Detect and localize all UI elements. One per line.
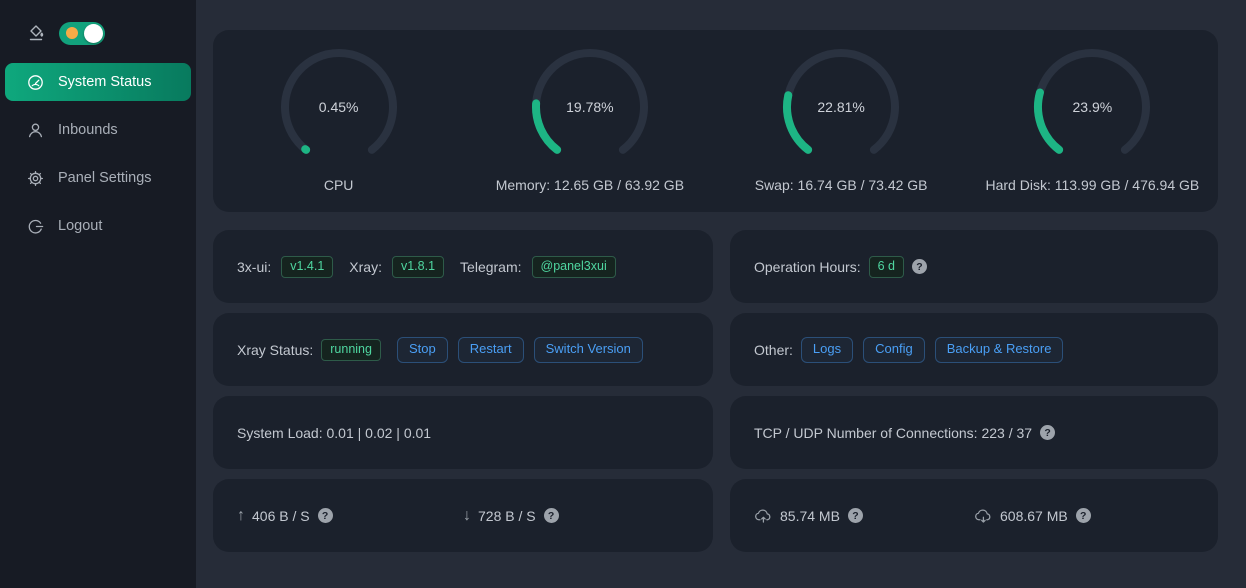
operation-hours-label: Operation Hours: (754, 258, 861, 275)
sidebar-item-logout[interactable]: Logout (5, 207, 191, 245)
switch-version-button[interactable]: Switch Version (533, 336, 643, 363)
versions-card: 3x-ui: v1.4.1 Xray: v1.8.1 Telegram: @pa… (213, 230, 713, 303)
operation-hours-tag: 6 d (868, 255, 904, 278)
theme-row (0, 0, 196, 48)
ui-version-label: 3x-ui: (237, 258, 272, 275)
swap-gauge: 22.81% Swap: 16.74 GB / 73.42 GB (716, 46, 967, 193)
restart-button[interactable]: Restart (457, 336, 524, 363)
system-gauges-card: 0.45% CPU 19.78% Memory: 12.65 GB / 63.9… (213, 30, 1218, 212)
sun-icon (66, 27, 78, 39)
xray-version-label: Xray: (349, 258, 382, 275)
sidebar-item-label: System Status (58, 74, 152, 90)
cloud-upload-icon (754, 508, 773, 524)
stop-button[interactable]: Stop (396, 336, 448, 363)
cpu-gauge-percent: 0.45% (318, 99, 359, 115)
connections-text: TCP / UDP Number of Connections: 223 / 3… (754, 424, 1033, 441)
dark-mode-toggle[interactable] (59, 21, 105, 45)
operation-hours-card: Operation Hours: 6 d ? (730, 230, 1218, 303)
memory-gauge-arc (531, 49, 648, 154)
arrow-down-icon: ↓ (463, 506, 471, 524)
gear-icon (27, 170, 44, 187)
download-speed-value: 728 B / S (478, 507, 536, 524)
question-circle-icon[interactable]: ? (912, 259, 927, 274)
swap-gauge-percent: 22.81% (817, 99, 865, 115)
total-download: 608.67 MB ? (974, 508, 1194, 524)
other-actions-card: Other: Logs Config Backup & Restore (730, 313, 1218, 386)
cpu-gauge-label: CPU (323, 177, 354, 193)
user-icon (27, 122, 44, 139)
sidebar-item-label: Inbounds (58, 122, 118, 138)
total-upload-value: 85.74 MB (780, 507, 840, 524)
memory-gauge-percent: 19.78% (566, 99, 614, 115)
question-circle-icon[interactable]: ? (543, 508, 559, 523)
sidebar-item-system-status[interactable]: System Status (5, 63, 191, 101)
cpu-gauge: 0.45% CPU (213, 46, 464, 193)
net-total-card: 85.74 MB ? 608.67 MB ? (730, 479, 1218, 552)
sidebar-menu: System Status Inbounds (0, 63, 196, 245)
xray-status-tag: running (321, 338, 381, 361)
toggle-knob (84, 23, 103, 43)
main-content: 0.45% CPU 19.78% Memory: 12.65 GB / 63.9… (196, 0, 1246, 588)
xray-status-card: Xray Status: running Stop Restart Switch… (213, 313, 713, 386)
cpu-gauge-arc (280, 49, 397, 154)
cloud-download-icon (974, 508, 993, 524)
system-load-card: System Load: 0.01 | 0.02 | 0.01 (213, 396, 713, 469)
sidebar-item-label: Panel Settings (58, 170, 152, 186)
net-speed-card: ↑ 406 B / S ? ↓ 728 B / S ? (213, 479, 713, 552)
swap-gauge-label: Swap: 16.74 GB / 73.42 GB (754, 177, 928, 193)
sidebar-item-label: Logout (58, 218, 103, 234)
disk-gauge-label: Hard Disk: 113.99 GB / 476.94 GB (985, 177, 1200, 193)
sidebar-item-panel-settings[interactable]: Panel Settings (5, 159, 191, 197)
upload-speed-value: 406 B / S (252, 507, 310, 524)
upload-speed: ↑ 406 B / S ? (237, 507, 463, 525)
question-circle-icon[interactable]: ? (847, 508, 863, 523)
arrow-up-icon: ↑ (237, 506, 245, 524)
sidebar-item-inbounds[interactable]: Inbounds (5, 111, 191, 149)
question-circle-icon[interactable]: ? (317, 508, 333, 523)
config-button[interactable]: Config (863, 336, 925, 363)
system-load-text: System Load: 0.01 | 0.02 | 0.01 (237, 424, 432, 441)
download-speed: ↓ 728 B / S ? (463, 507, 689, 525)
telegram-label: Telegram: (460, 258, 522, 275)
dashboard-icon (27, 74, 44, 91)
disk-gauge: 23.9% Hard Disk: 113.99 GB / 476.94 GB (967, 46, 1218, 193)
disk-gauge-arc (1034, 49, 1151, 154)
theme-ink-icon (28, 24, 46, 42)
backup-restore-button[interactable]: Backup & Restore (934, 336, 1064, 363)
xray-version-tag: v1.8.1 (391, 255, 445, 278)
total-download-value: 608.67 MB (1000, 507, 1068, 524)
memory-gauge: 19.78% Memory: 12.65 GB / 63.92 GB (464, 46, 715, 193)
other-label: Other: (754, 341, 793, 358)
logout-icon (27, 218, 44, 235)
telegram-tag[interactable]: @panel3xui (531, 255, 616, 278)
connections-card: TCP / UDP Number of Connections: 223 / 3… (730, 396, 1218, 469)
question-circle-icon[interactable]: ? (1075, 508, 1091, 523)
info-grid: 3x-ui: v1.4.1 Xray: v1.8.1 Telegram: @pa… (213, 230, 1218, 552)
disk-gauge-percent: 23.9% (1072, 99, 1113, 115)
total-upload: 85.74 MB ? (754, 508, 974, 524)
sidebar: System Status Inbounds (0, 0, 196, 588)
swap-gauge-arc (783, 49, 900, 154)
logs-button[interactable]: Logs (800, 336, 854, 363)
xray-status-label: Xray Status: (237, 341, 314, 358)
ui-version-tag: v1.4.1 (281, 255, 334, 278)
memory-gauge-label: Memory: 12.65 GB / 63.92 GB (495, 177, 685, 193)
question-circle-icon[interactable]: ? (1040, 425, 1056, 440)
